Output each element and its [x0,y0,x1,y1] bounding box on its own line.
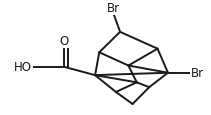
Text: O: O [59,35,69,48]
Text: Br: Br [191,67,204,80]
Text: Br: Br [107,2,120,15]
Text: HO: HO [14,61,32,74]
